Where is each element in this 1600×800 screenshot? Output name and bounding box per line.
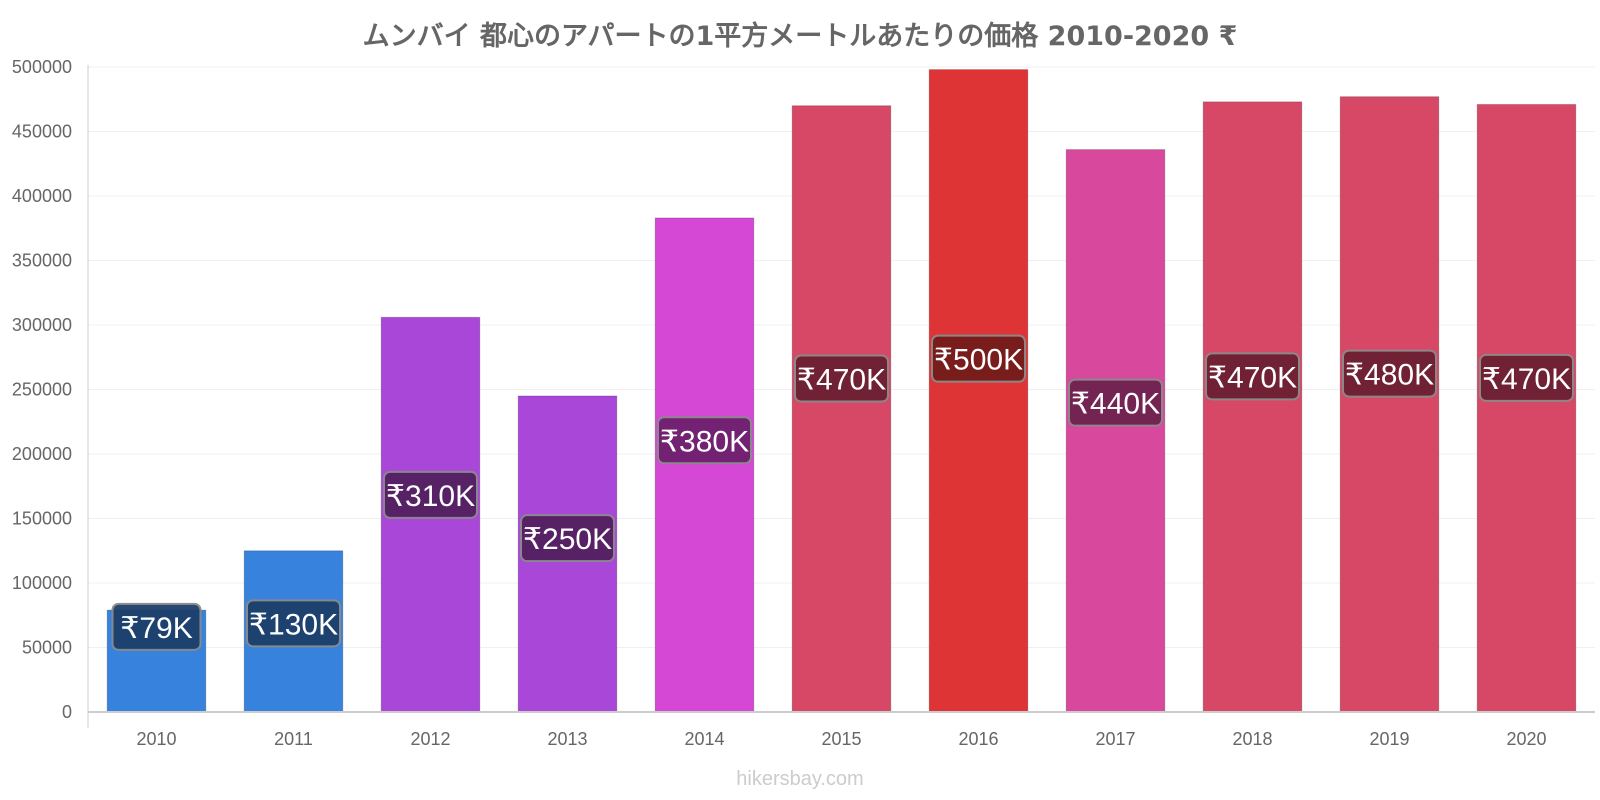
x-tick-label: 2012	[410, 729, 450, 749]
data-label: ₹470K	[1208, 361, 1297, 394]
data-label-box	[1068, 378, 1163, 427]
data-label-box	[111, 602, 202, 651]
data-label: ₹470K	[797, 364, 886, 397]
x-tick-label: 2017	[1095, 729, 1135, 749]
data-label: ₹380K	[660, 425, 749, 458]
bar-2019	[1339, 96, 1440, 713]
x-tick-label: 2015	[821, 729, 861, 749]
data-label-box	[794, 354, 889, 403]
bar-2016	[928, 69, 1029, 713]
data-label: ₹480K	[1345, 359, 1434, 392]
data-label: ₹470K	[1482, 363, 1571, 396]
data-label-box	[1205, 352, 1300, 401]
y-tick-label: 200000	[12, 444, 72, 464]
y-tick-label: 300000	[12, 315, 72, 335]
bar-2014	[654, 217, 755, 713]
y-tick-label: 400000	[12, 186, 72, 206]
data-label: ₹79K	[120, 612, 192, 645]
data-label: ₹250K	[523, 523, 612, 556]
x-tick-label: 2016	[958, 729, 998, 749]
data-label-box	[246, 599, 341, 648]
data-label-box	[520, 514, 615, 563]
x-tick-label: 2018	[1232, 729, 1272, 749]
x-tick-label: 2013	[547, 729, 587, 749]
data-label-box	[1342, 349, 1437, 398]
x-tick-label: 2011	[274, 729, 313, 749]
y-tick-label: 350000	[12, 251, 72, 271]
data-label: ₹130K	[249, 608, 338, 641]
bar-2017	[1065, 149, 1166, 713]
data-label-box	[931, 334, 1026, 383]
y-tick-label: 50000	[22, 638, 72, 658]
x-tick-label: 2014	[684, 729, 724, 749]
data-label-box	[657, 416, 752, 465]
x-tick-label: 2019	[1369, 729, 1409, 749]
y-tick-label: 150000	[12, 509, 72, 529]
bar-2015	[791, 105, 892, 713]
y-tick-label: 450000	[12, 122, 72, 142]
data-label: ₹500K	[934, 344, 1023, 377]
y-tick-label: 250000	[12, 380, 72, 400]
bar-2020	[1476, 103, 1577, 713]
data-label-box	[383, 470, 478, 519]
data-label-box	[1479, 353, 1574, 402]
data-label: ₹440K	[1071, 388, 1160, 421]
y-tick-label: 100000	[12, 573, 72, 593]
x-tick-label: 2020	[1506, 729, 1546, 749]
data-label: ₹310K	[386, 480, 475, 513]
x-tick-label: 2010	[136, 729, 176, 749]
y-tick-label: 500000	[12, 57, 72, 77]
y-tick-label: 0	[62, 702, 72, 722]
watermark: hikersbay.com	[736, 768, 864, 790]
chart-title: ムンバイ 都心のアパートの1平方メートルあたりの価格 2010-2020 ₹	[362, 21, 1238, 52]
bar-2018	[1202, 101, 1303, 713]
